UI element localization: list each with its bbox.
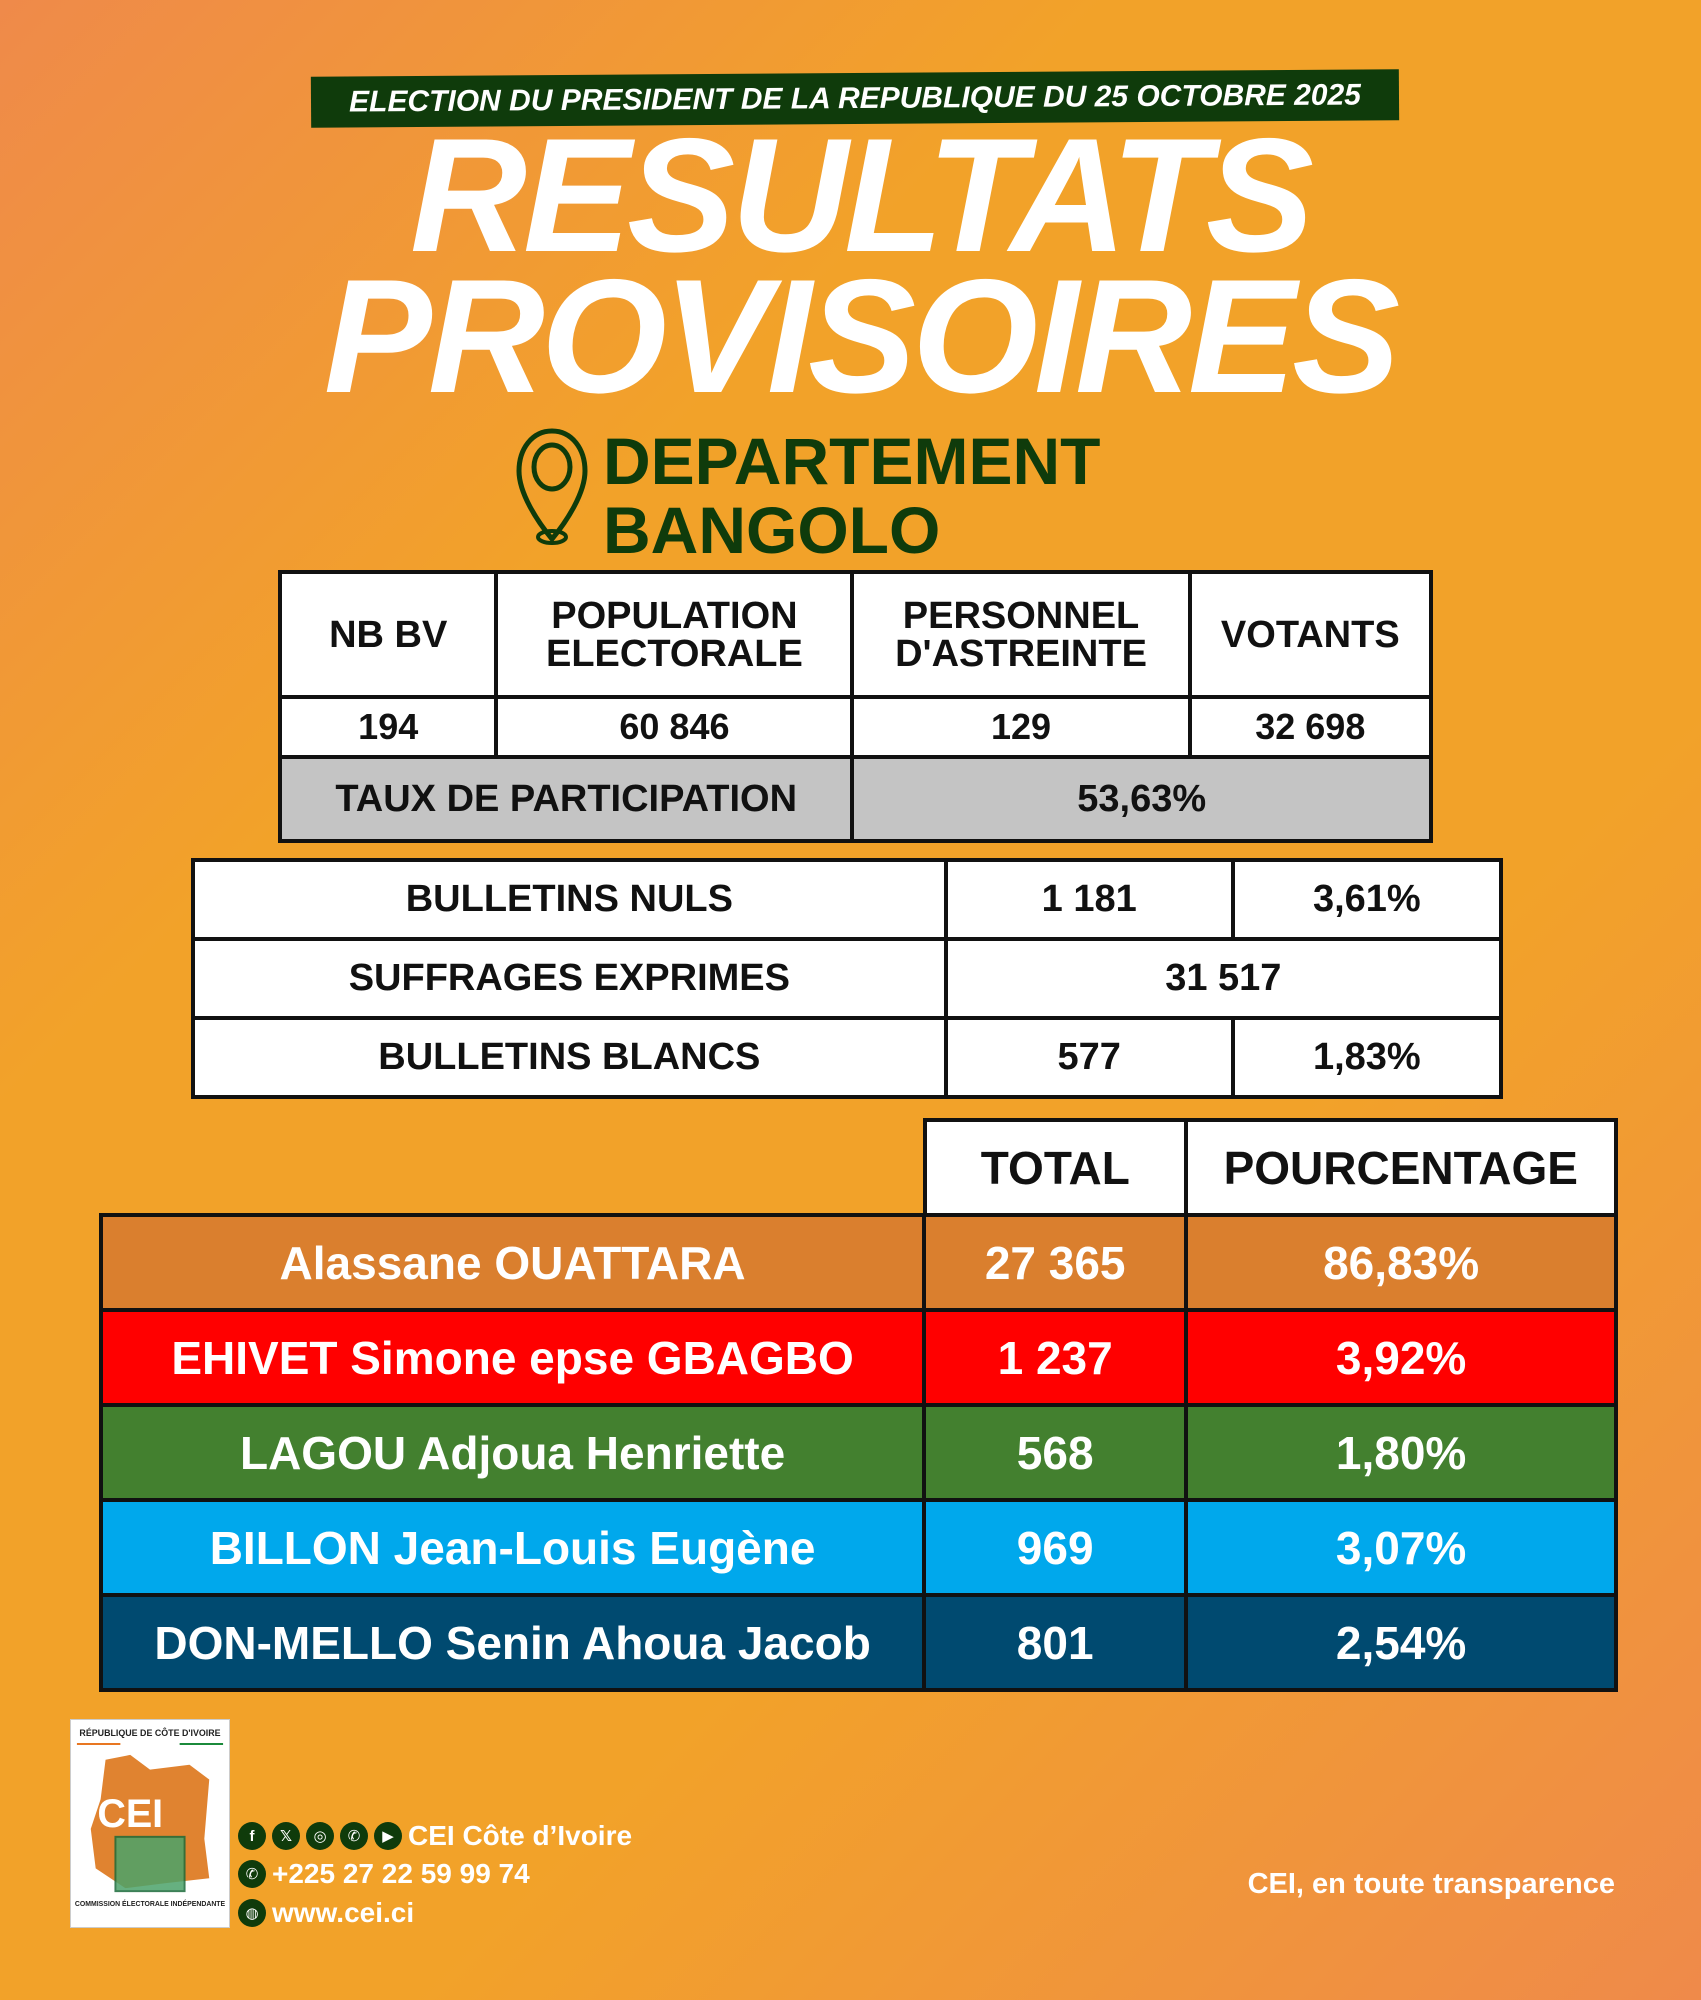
candidate-name: Alassane OUATTARA bbox=[98, 1213, 927, 1312]
tagline: CEI, en toute transparence bbox=[1247, 1868, 1615, 1900]
globe-icon: ◍ bbox=[238, 1899, 266, 1927]
value-nb-bv: 194 bbox=[277, 695, 499, 759]
header-personnel: PERSONNEL D'ASTREINTE bbox=[850, 570, 1192, 699]
nuls-count: 1 181 bbox=[943, 858, 1235, 941]
header-nb-bv: NB BV bbox=[277, 570, 499, 699]
value-votants: 32 698 bbox=[1187, 695, 1434, 759]
blancs-pct: 1,83% bbox=[1230, 1016, 1504, 1099]
candidate-pct: 86,83% bbox=[1184, 1213, 1618, 1312]
candidate-pct: 2,54% bbox=[1184, 1593, 1618, 1692]
logo-acronym: CEI bbox=[97, 1792, 163, 1836]
x-icon[interactable]: 𝕏 bbox=[272, 1822, 300, 1850]
map-pin-icon bbox=[516, 428, 588, 545]
stats-header-row: NB BV POPULATION ELECTORALE PERSONNEL D'… bbox=[277, 570, 1434, 699]
website-link[interactable]: www.cei.ci bbox=[272, 1897, 415, 1928]
candidate-row: LAGOU Adjoua Henriette 568 1,80% bbox=[98, 1403, 1618, 1502]
title-provisoires: PROVISOIRES bbox=[323, 246, 1400, 427]
candidate-pct: 3,07% bbox=[1184, 1498, 1618, 1597]
ballots-table: BULLETINS NULS 1 181 3,61% SUFFRAGES EXP… bbox=[191, 858, 1504, 1099]
stats-value-row: 194 60 846 129 32 698 bbox=[277, 695, 1434, 759]
candidate-total: 27 365 bbox=[922, 1213, 1189, 1312]
candidate-name: EHIVET Simone epse GBAGBO bbox=[98, 1308, 927, 1407]
ballots-exprimes-row: SUFFRAGES EXPRIMES 31 517 bbox=[191, 937, 1504, 1020]
title-resultats: RESULTATS bbox=[410, 105, 1314, 286]
phone-row: ✆ +225 27 22 59 99 74 bbox=[238, 1858, 530, 1890]
logo-top-text: RÉPUBLIQUE DE CÔTE D'IVOIRE bbox=[79, 1727, 220, 1738]
candidate-row: EHIVET Simone epse GBAGBO 1 237 3,92% bbox=[98, 1308, 1618, 1407]
phone-number: +225 27 22 59 99 74 bbox=[272, 1858, 530, 1889]
candidate-row: Alassane OUATTARA 27 365 86,83% bbox=[98, 1213, 1618, 1312]
ballots-blancs-row: BULLETINS BLANCS 577 1,83% bbox=[191, 1016, 1504, 1099]
instagram-icon[interactable]: ◎ bbox=[306, 1822, 334, 1850]
candidate-pct: 3,92% bbox=[1184, 1308, 1618, 1407]
blancs-count: 577 bbox=[943, 1016, 1235, 1099]
participation-label: TAUX DE PARTICIPATION bbox=[277, 755, 855, 843]
value-population: 60 846 bbox=[494, 695, 855, 759]
candidate-name: BILLON Jean-Louis Eugène bbox=[98, 1498, 927, 1597]
value-personnel: 129 bbox=[850, 695, 1192, 759]
candidate-total: 1 237 bbox=[922, 1308, 1189, 1407]
department-label: DEPARTEMENT bbox=[603, 424, 1101, 498]
header-population: POPULATION ELECTORALE bbox=[494, 570, 855, 699]
facebook-icon[interactable]: f bbox=[238, 1822, 266, 1850]
youtube-icon[interactable]: ▶ bbox=[374, 1822, 402, 1850]
logo-bottom-text: COMMISSION ÉLECTORALE INDÉPENDANTE bbox=[75, 1899, 226, 1908]
stats-table: NB BV POPULATION ELECTORALE PERSONNEL D'… bbox=[277, 570, 1434, 843]
candidate-name: LAGOU Adjoua Henriette bbox=[98, 1403, 927, 1502]
exprimes-label: SUFFRAGES EXPRIMES bbox=[191, 937, 948, 1020]
social-row: f 𝕏 ◎ ✆ ▶ CEI Côte d’Ivoire bbox=[238, 1820, 632, 1852]
whatsapp-icon[interactable]: ✆ bbox=[340, 1822, 368, 1850]
results-table: Alassane OUATTARA 27 365 86,83% EHIVET Simo… bbox=[98, 1213, 1618, 1692]
blancs-label: BULLETINS BLANCS bbox=[191, 1016, 948, 1099]
results-header: TOTAL POURCENTAGE bbox=[923, 1118, 1619, 1217]
header-total: TOTAL bbox=[923, 1118, 1188, 1217]
phone-icon: ✆ bbox=[238, 1860, 266, 1888]
candidate-row: DON-MELLO Senin Ahoua Jacob 801 2,54% bbox=[98, 1593, 1618, 1692]
department-name: BANGOLO bbox=[603, 493, 941, 567]
candidate-total: 969 bbox=[922, 1498, 1189, 1597]
header-pourcentage: POURCENTAGE bbox=[1183, 1118, 1619, 1217]
candidate-total: 801 bbox=[922, 1593, 1189, 1692]
nuls-label: BULLETINS NULS bbox=[191, 858, 948, 941]
social-label: CEI Côte d’Ivoire bbox=[408, 1820, 633, 1851]
participation-row: TAUX DE PARTICIPATION 53,63% bbox=[277, 755, 1433, 843]
header-votants: VOTANTS bbox=[1187, 570, 1434, 699]
candidate-name: DON-MELLO Senin Ahoua Jacob bbox=[98, 1593, 927, 1692]
candidate-row: BILLON Jean-Louis Eugène 969 3,07% bbox=[98, 1498, 1618, 1597]
cei-logo: RÉPUBLIQUE DE CÔTE D'IVOIRE CEI COMMISSI… bbox=[70, 1719, 230, 1928]
website-row: ◍ www.cei.ci bbox=[238, 1897, 414, 1929]
participation-value: 53,63% bbox=[850, 755, 1433, 843]
ballots-nuls-row: BULLETINS NULS 1 181 3,61% bbox=[191, 858, 1504, 941]
exprimes-count: 31 517 bbox=[943, 937, 1504, 1020]
candidate-pct: 1,80% bbox=[1184, 1403, 1618, 1502]
candidate-total: 568 bbox=[922, 1403, 1189, 1502]
nuls-pct: 3,61% bbox=[1230, 858, 1504, 941]
